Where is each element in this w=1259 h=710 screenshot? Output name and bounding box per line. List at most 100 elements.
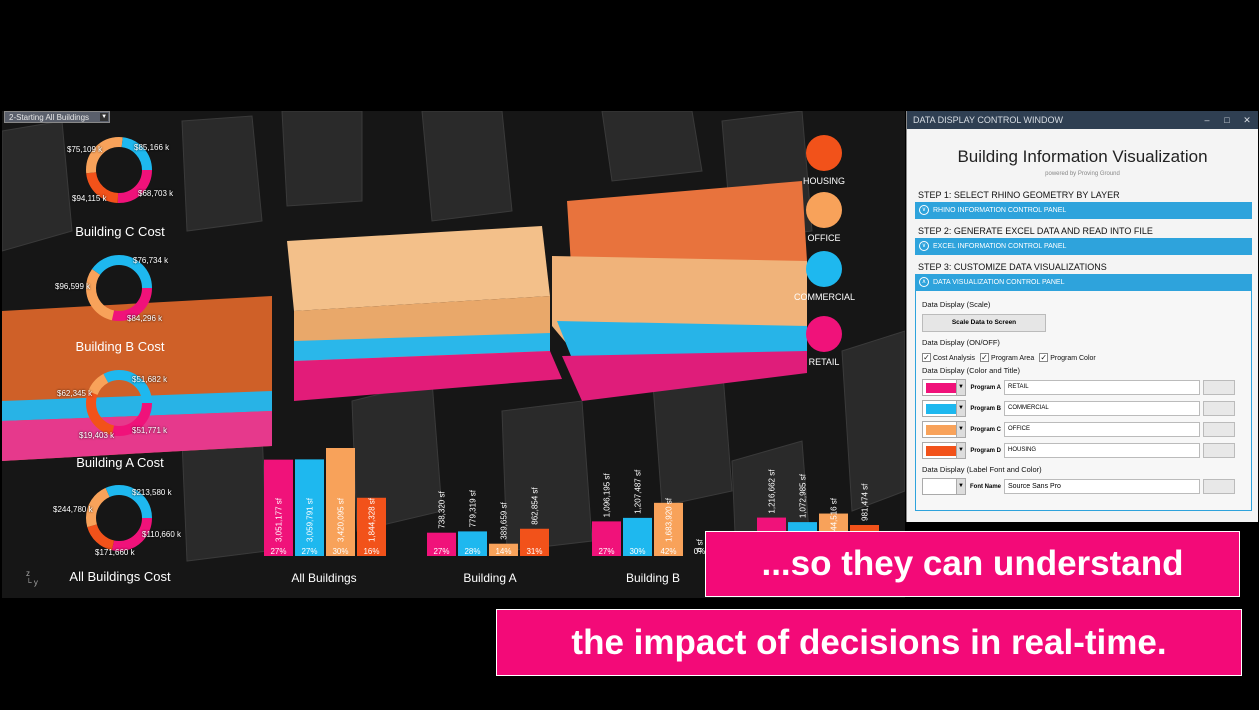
rhino-panel-toggle[interactable]: ∨ RHINO INFORMATION CONTROL PANEL — [915, 202, 1252, 219]
caption-line-1: ...so they can understand — [705, 531, 1240, 597]
donut-label: $244,780 k — [53, 505, 93, 514]
program-row: ▼ Program C OFFICE — [922, 421, 1251, 438]
chevron-down-icon: ▼ — [956, 479, 965, 494]
display-toggles: ✓ Cost Analysis ✓ Program Area ✓ Program Co… — [922, 353, 1251, 362]
retail-swatch — [806, 316, 842, 352]
font-extra-field[interactable] — [1203, 479, 1235, 494]
area-bar — [592, 521, 621, 556]
context-building — [841, 330, 905, 512]
bar-value-label: 862,854 sf — [531, 487, 540, 525]
rhino-viewport[interactable]: 2-Starting All Buildings ▼ $75,109 k $85… — [2, 111, 905, 598]
program-name: Program D — [970, 447, 1001, 454]
layer-dropdown[interactable]: 2-Starting All Buildings ▼ — [4, 111, 111, 123]
maximize-icon[interactable]: □ — [1224, 115, 1230, 125]
color-picker[interactable]: ▼ — [922, 400, 966, 417]
viz-panel-toggle[interactable]: ∧ DATA VISUALIZATION CONTROL PANEL — [915, 274, 1252, 291]
font-name-label: Font Name — [969, 483, 1001, 490]
cost-title: All Buildings Cost — [69, 569, 171, 584]
step2-label: STEP 2: GENERATE EXCEL DATA AND READ INT… — [918, 226, 1153, 236]
area-bar — [623, 517, 652, 556]
bar-pct-label: 14% — [495, 547, 511, 556]
cost-title: Building B Cost — [75, 339, 165, 354]
area-bar — [458, 531, 487, 556]
panel-label: EXCEL INFORMATION CONTROL PANEL — [933, 243, 1067, 250]
chevron-up-icon: ∧ — [919, 277, 929, 287]
bar-pct-label: 28% — [464, 547, 480, 556]
program-area-checkbox[interactable]: ✓ Program Area — [980, 353, 1034, 362]
bar-group-label: All Buildings — [291, 571, 357, 585]
cost-title: Building C Cost — [75, 224, 165, 239]
program-title-input[interactable]: HOUSING — [1004, 443, 1200, 458]
bar-group-label: Building A — [463, 571, 517, 585]
legend-retail: RETAIL — [794, 316, 854, 367]
powered-by: powered by Proving Ground — [1045, 171, 1120, 177]
scale-data-button[interactable]: Scale Data to Screen — [922, 314, 1046, 332]
color-picker[interactable]: ▼ — [922, 421, 966, 438]
program-row: ▼ Program A RETAIL — [922, 379, 1251, 396]
bar-pct-label: 27% — [433, 547, 449, 556]
legend-housing: HOUSING — [794, 135, 854, 186]
bar-value-label: 1,216,662 sf — [768, 469, 777, 514]
color-swatch — [926, 481, 956, 492]
building-c — [287, 226, 562, 401]
excel-panel-toggle[interactable]: ∨ EXCEL INFORMATION CONTROL PANEL — [915, 238, 1252, 255]
bar-value-label: 1,344,516 sf — [830, 497, 839, 542]
cost-title: Building A Cost — [76, 455, 164, 470]
checkbox-label: Program Color — [1050, 355, 1096, 362]
area-bar — [427, 532, 456, 556]
donut-label: $110,660 k — [142, 530, 181, 539]
chevron-down-icon: ∨ — [919, 241, 929, 251]
program-name: Program C — [970, 426, 1001, 433]
donut-building-c — [86, 137, 152, 203]
program-row: ▼ Program D HOUSING — [922, 442, 1251, 459]
bar-value-label: 1,683,920 sf — [665, 497, 674, 542]
color-picker[interactable]: ▼ — [922, 379, 966, 396]
program-color-checkbox[interactable]: ✓ Program Color — [1039, 353, 1096, 362]
color-title-label: Data Display (Color and Title) — [922, 366, 1020, 375]
bar-value-label: 0 sf — [696, 538, 705, 552]
bar-value-label: 389,659 sf — [500, 502, 509, 540]
office-swatch — [806, 192, 842, 228]
bar-pct-label: 0% — [694, 547, 706, 556]
viz-panel-body: Data Display (Scale) Scale Data to Scree… — [915, 291, 1252, 511]
color-picker[interactable]: ▼ — [922, 442, 966, 459]
commercial-swatch — [806, 251, 842, 287]
bar-value-label: 1,844,328 sf — [368, 497, 377, 542]
program-title-input[interactable]: COMMERCIAL — [1004, 401, 1200, 416]
minimize-icon[interactable]: – — [1204, 115, 1210, 125]
area-bar — [357, 497, 386, 556]
program-title-input[interactable]: RETAIL — [1004, 380, 1200, 395]
color-swatch — [926, 424, 956, 435]
checkbox-label: Cost Analysis — [933, 355, 976, 362]
bar-value-label: 1,096,195 sf — [603, 473, 612, 518]
program-title-input[interactable]: OFFICE — [1004, 422, 1200, 437]
legend-office: OFFICE — [794, 192, 854, 243]
legend-label: RETAIL — [808, 357, 840, 367]
checkbox-label: Program Area — [991, 355, 1035, 362]
bar-pct-label: 31% — [526, 547, 542, 556]
donut-label: $19,403 k — [79, 431, 115, 440]
bar-pct-label: 16% — [363, 547, 379, 556]
program-extra-field[interactable] — [1203, 443, 1235, 458]
layer-dropdown-value: 2-Starting All Buildings — [9, 113, 90, 122]
program-extra-field[interactable] — [1203, 422, 1235, 437]
donut-label: $51,771 k — [132, 426, 168, 435]
donut-all-buildings — [86, 485, 152, 551]
font-name-input[interactable]: Source Sans Pro — [1004, 479, 1200, 494]
color-swatch — [926, 403, 956, 414]
cost-analysis-checkbox[interactable]: ✓ Cost Analysis — [922, 353, 975, 362]
data-display-control-window: DATA DISPLAY CONTROL WINDOW – □ ✕ Buildi… — [906, 111, 1258, 522]
bar-value-label: 3,051,177 sf — [275, 497, 284, 542]
program-extra-field[interactable] — [1203, 401, 1235, 416]
check-icon: ✓ — [922, 353, 931, 362]
bar-value-label: 1,072,985 sf — [799, 473, 808, 518]
program-extra-field[interactable] — [1203, 380, 1235, 395]
donut-label: $213,580 k — [132, 488, 172, 497]
bar-value-label: 3,420,095 sf — [337, 497, 346, 542]
font-color-picker[interactable]: ▼ — [922, 478, 966, 495]
chevron-down-icon: ▼ — [956, 401, 965, 416]
bar-value-label: 738,320 sf — [438, 491, 447, 529]
area-bar — [264, 459, 293, 556]
panel-label: RHINO INFORMATION CONTROL PANEL — [933, 207, 1067, 214]
close-icon[interactable]: ✕ — [1243, 115, 1251, 125]
